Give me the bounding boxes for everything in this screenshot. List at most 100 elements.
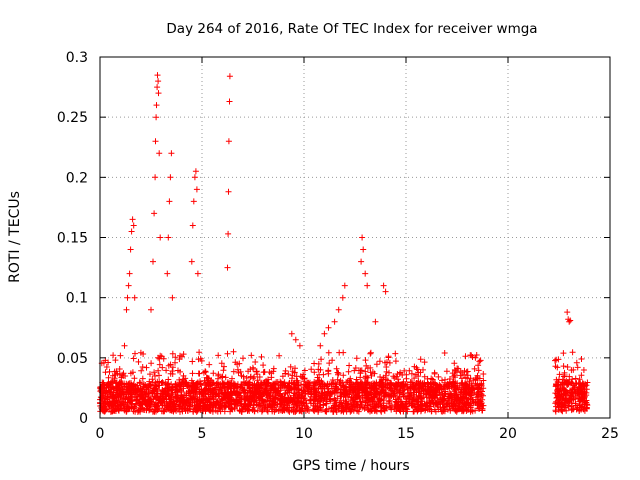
data-point [204,405,211,412]
data-point [129,401,136,408]
data-point [154,402,161,408]
data-point [220,367,227,374]
data-point [191,174,198,181]
data-point [117,405,124,412]
data-point [129,216,136,223]
data-point [339,294,346,301]
data-point [118,374,125,381]
data-point [150,258,156,265]
data-point [574,364,581,371]
data-point [335,371,341,378]
data-point [105,382,112,388]
data-point [189,358,196,365]
data-point [131,294,138,301]
data-point [431,369,438,376]
data-point [328,391,335,397]
data-point [318,356,325,363]
data-point [203,381,210,388]
data-point [424,379,431,386]
data-point [206,361,213,368]
data-point [261,369,268,375]
data-point [379,379,386,386]
data-point [337,399,344,406]
data-point [147,406,153,413]
data-point [264,404,271,411]
data-point [562,396,569,403]
data-point [296,342,303,349]
data-point [353,355,360,362]
data-point [475,367,482,374]
data-point [172,359,178,366]
data-point [282,367,289,374]
data-point [326,360,333,367]
data-point [370,393,377,400]
data-point [266,401,273,408]
data-point [142,391,149,398]
data-point [455,386,462,392]
data-point [289,368,296,375]
data-point [225,138,232,145]
data-point [298,393,305,400]
data-point [246,385,253,392]
data-point [341,389,347,396]
data-point [224,264,231,271]
data-point [345,368,352,375]
data-point [476,382,483,389]
data-point [473,352,480,358]
data-point [219,374,225,381]
data-point [553,403,560,410]
data-point [558,402,565,409]
data-point [172,406,179,413]
y-tick-label: 0.1 [66,291,88,307]
data-point [358,258,365,265]
data-point [284,389,291,396]
data-point [205,375,211,382]
data-point [249,406,256,413]
data-point [284,382,291,389]
data-point [442,388,448,395]
data-point [135,407,142,414]
data-point [443,403,450,410]
data-point [560,350,567,357]
data-point [302,382,309,389]
data-point [110,404,117,411]
data-point [321,330,328,337]
data-point [392,358,399,365]
data-point [373,408,380,415]
data-point [469,385,476,392]
data-point [327,390,334,396]
data-point [404,406,411,413]
data-point [399,403,406,410]
data-point [213,391,220,397]
data-point [221,363,227,370]
data-point [156,150,163,157]
data-point [342,394,349,401]
data-point [151,210,158,217]
data-point [232,400,239,407]
data-point [367,350,374,357]
data-point [570,406,577,413]
data-point [229,375,235,382]
grid [100,57,610,418]
data-point [177,352,183,359]
data-point [159,379,166,386]
data-point [422,407,428,414]
data-point [480,385,487,392]
data-point [457,372,464,379]
data-point [226,402,233,409]
x-tick-label: 10 [295,426,313,442]
data-point [170,403,177,410]
data-point [555,399,562,405]
data-point [199,397,206,404]
data-point [569,376,576,383]
data-point [477,398,484,405]
data-point [248,352,255,359]
data-point [331,397,338,404]
data-point [245,368,252,375]
data-point [228,394,235,401]
data-point [226,73,233,80]
data-point [307,397,314,404]
data-point [219,396,226,403]
data-point [446,379,453,386]
data-point [240,405,247,412]
